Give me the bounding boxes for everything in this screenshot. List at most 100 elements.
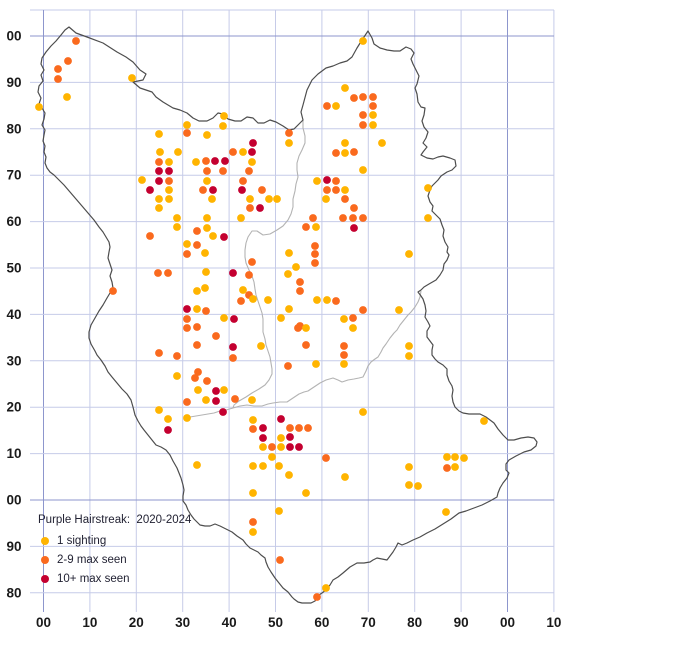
sighting-dot (248, 158, 256, 166)
sighting-dot (193, 227, 201, 235)
sighting-dot (451, 463, 459, 471)
sighting-dot (322, 454, 330, 462)
sighting-dot (219, 122, 227, 130)
sighting-dot (359, 306, 367, 314)
sighting-dot (264, 296, 272, 304)
sighting-dot (277, 443, 285, 451)
sighting-dot (203, 131, 211, 139)
x-axis-label: 40 (222, 615, 237, 630)
sighting-dot (276, 556, 284, 564)
legend-item-label: 10+ max seen (57, 572, 130, 585)
sighting-dot (332, 149, 340, 157)
y-axis-label: 70 (6, 168, 21, 183)
sighting-dot (194, 368, 202, 376)
sighting-dot (64, 57, 72, 65)
sighting-dot (173, 372, 181, 380)
sighting-dot (109, 287, 117, 295)
sighting-dot (138, 176, 146, 184)
sighting-dot (229, 354, 237, 362)
sighting-dot (249, 425, 257, 433)
sighting-dot (258, 186, 266, 194)
sighting-dot (249, 416, 257, 424)
sighting-dot (220, 112, 228, 120)
sighting-dot (238, 186, 246, 194)
sighting-dot (480, 417, 488, 425)
sighting-dot (237, 297, 245, 305)
sighting-dot (341, 139, 349, 147)
sighting-dot (203, 167, 211, 175)
sighting-dot (209, 232, 217, 240)
sighting-dot (219, 167, 227, 175)
y-axis-label: 20 (6, 400, 21, 415)
sighting-dot (155, 195, 163, 203)
sighting-dot (296, 278, 304, 286)
sighting-dot (249, 139, 257, 147)
red-dot-icon (41, 574, 49, 583)
legend-item-label: 2-9 max seen (57, 553, 127, 566)
sighting-dot (220, 314, 228, 322)
sighting-dot (208, 195, 216, 203)
sighting-dot (359, 166, 367, 174)
sighting-dot (349, 324, 357, 332)
sighting-dot (220, 386, 228, 394)
sighting-dot (239, 177, 247, 185)
sighting-dot (341, 186, 349, 194)
sighting-dot (146, 232, 154, 240)
sighting-dot (369, 93, 377, 101)
x-axis-label: 50 (268, 615, 283, 630)
sighting-dot (414, 482, 422, 490)
sighting-dot (323, 296, 331, 304)
sighting-dot (312, 223, 320, 231)
sighting-dot (155, 349, 163, 357)
sighting-dot (302, 223, 310, 231)
sighting-dot (246, 195, 254, 203)
x-axis-label: 60 (314, 615, 329, 630)
sighting-dot (203, 224, 211, 232)
legend-item-1-sighting: 1 sighting (38, 531, 191, 550)
sighting-dot (249, 528, 257, 536)
sighting-dot (72, 37, 80, 45)
sighting-dot (350, 224, 358, 232)
sighting-dot (323, 186, 331, 194)
sighting-dot (259, 434, 267, 442)
sighting-dot (359, 111, 367, 119)
sighting-dot (277, 434, 285, 442)
county-outline (37, 26, 538, 604)
sighting-dot (212, 397, 220, 405)
sighting-dot (443, 453, 451, 461)
sighting-dot (285, 305, 293, 313)
sighting-dot (155, 177, 163, 185)
sighting-dot (341, 473, 349, 481)
sighting-dot (193, 341, 201, 349)
y-axis-label: 50 (6, 261, 21, 276)
sighting-dot (193, 241, 201, 249)
sighting-dot (312, 360, 320, 368)
sighting-dot (369, 121, 377, 129)
y-axis-label: 90 (6, 75, 21, 90)
sighting-dot (63, 93, 71, 101)
sighting-dot (259, 443, 267, 451)
sighting-dot (405, 342, 413, 350)
sighting-dot (259, 462, 267, 470)
sighting-dot (183, 398, 191, 406)
sighting-dot (275, 462, 283, 470)
sighting-dot (273, 195, 281, 203)
sighting-dot (203, 214, 211, 222)
y-axis-label: 80 (6, 585, 21, 600)
sighting-dot (359, 214, 367, 222)
sighting-dot (201, 249, 209, 257)
inner-boundary-line (232, 290, 422, 409)
sighting-dot (221, 157, 229, 165)
sighting-dot (285, 249, 293, 257)
sighting-dot (302, 324, 310, 332)
sighting-dot (202, 268, 210, 276)
sighting-dot (249, 295, 257, 303)
sighting-dot (369, 111, 377, 119)
sighting-dot (211, 157, 219, 165)
sighting-dot (302, 489, 310, 497)
sighting-dot (359, 37, 367, 45)
sighting-dot (146, 186, 154, 194)
sighting-dot (296, 322, 304, 330)
